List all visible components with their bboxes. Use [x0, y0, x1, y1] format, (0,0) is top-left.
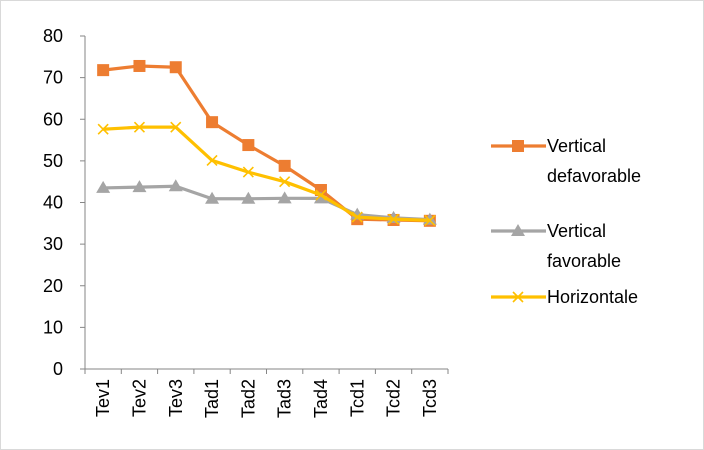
series-line: [103, 125, 430, 222]
data-point: [132, 180, 147, 193]
x-tick-label: Tcd1: [347, 379, 367, 417]
data-point: [133, 121, 146, 133]
data-point: [205, 191, 220, 204]
data-point: [242, 166, 254, 178]
data-point: [242, 139, 255, 152]
x-tick-label: Tcd2: [384, 379, 404, 417]
y-tick-label: 60: [43, 109, 63, 129]
y-tick-label: 30: [43, 234, 63, 254]
data-point: [424, 214, 436, 226]
legend-label: Horizontale: [547, 287, 639, 307]
data-point: [351, 211, 363, 223]
data-point: [278, 159, 291, 172]
data-point: [206, 154, 218, 167]
x-tick-label: Tcd3: [420, 379, 440, 417]
data-point: [241, 191, 256, 204]
y-tick-label: 50: [43, 151, 63, 171]
legend-marker: [512, 140, 524, 152]
x-tick-label: Tev1: [93, 379, 113, 417]
y-tick-label: 10: [43, 317, 63, 337]
data-point: [169, 61, 182, 74]
y-tick-label: 40: [43, 193, 63, 213]
legend-marker: [512, 291, 524, 303]
x-tick-label: Tad4: [311, 379, 331, 418]
data-point: [97, 64, 110, 77]
y-tick-label: 20: [43, 276, 63, 296]
y-tick-label: 0: [53, 359, 63, 379]
x-tick-label: Tad3: [275, 379, 295, 418]
legend-marker: [511, 224, 525, 236]
x-tick-label: Tad1: [202, 379, 222, 418]
data-point: [96, 180, 111, 193]
data-point: [206, 116, 219, 129]
data-point: [313, 191, 328, 204]
legend-label: Vertical defavorable: [547, 136, 642, 186]
x-tick-label: Tad2: [238, 379, 258, 418]
x-tick-label: Tev3: [166, 379, 186, 417]
data-point: [387, 213, 400, 225]
data-point: [170, 121, 182, 133]
data-point: [168, 179, 183, 192]
legend-label: Vertical favorable: [547, 221, 622, 271]
data-point: [133, 59, 146, 72]
data-point: [279, 176, 291, 188]
data-point: [97, 123, 109, 135]
series-line: [103, 184, 430, 222]
data-point: [277, 191, 292, 204]
data-point: [315, 189, 327, 201]
y-tick-label: 80: [43, 26, 63, 46]
x-tick-label: Tev2: [129, 379, 149, 417]
y-tick-label: 70: [43, 68, 63, 88]
